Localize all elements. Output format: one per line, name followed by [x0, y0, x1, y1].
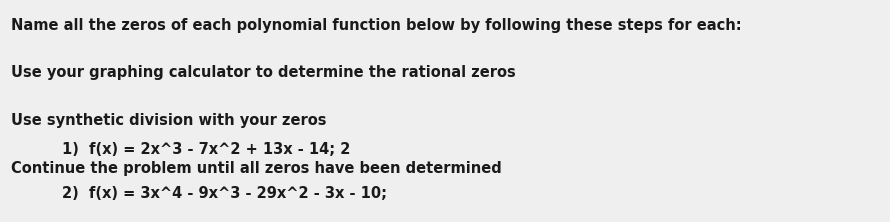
- Text: Name all the zeros of each polynomial function below by following these steps fo: Name all the zeros of each polynomial fu…: [11, 18, 741, 33]
- Text: Use your graphing calculator to determine the rational zeros: Use your graphing calculator to determin…: [11, 65, 515, 81]
- Text: 1)  f(x) = 2x^3 - 7x^2 + 13x - 14; 2: 1) f(x) = 2x^3 - 7x^2 + 13x - 14; 2: [62, 142, 351, 157]
- Text: Use synthetic division with your zeros: Use synthetic division with your zeros: [11, 113, 326, 128]
- Text: 2)  f(x) = 3x^4 - 9x^3 - 29x^2 - 3x - 10;: 2) f(x) = 3x^4 - 9x^3 - 29x^2 - 3x - 10;: [62, 186, 387, 202]
- Text: Continue the problem until all zeros have been determined: Continue the problem until all zeros hav…: [11, 161, 501, 176]
